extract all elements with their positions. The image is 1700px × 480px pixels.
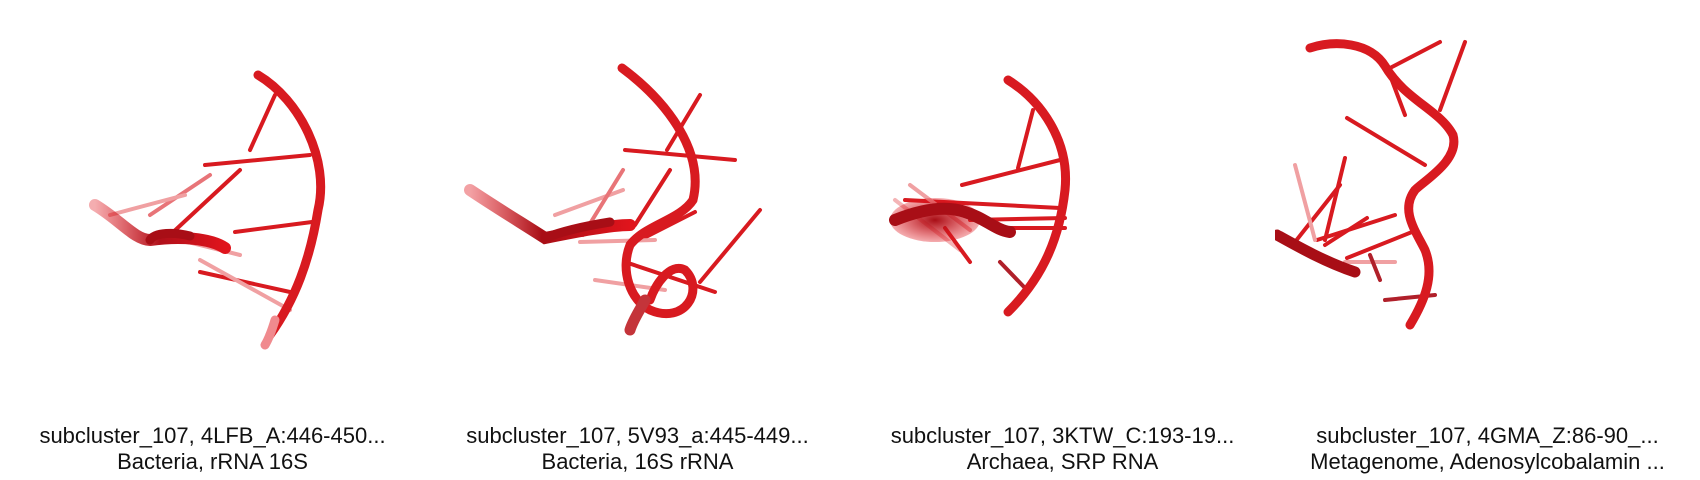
structure-caption-1: subcluster_107, 4LFB_A:446-450... Bacter… xyxy=(0,423,425,475)
structure-title-1: subcluster_107, 4LFB_A:446-450... xyxy=(39,423,386,448)
structure-panel-4: subcluster_107, 4GMA_Z:86-90_... Metagen… xyxy=(1275,0,1700,480)
structure-title-4: subcluster_107, 4GMA_Z:86-90_... xyxy=(1316,423,1659,448)
structure-subtitle-4: Metagenome, Adenosylcobalamin ... xyxy=(1310,449,1665,474)
structure-panel-2: subcluster_107, 5V93_a:445-449... Bacter… xyxy=(425,0,850,480)
rna-structure-image-1 xyxy=(89,70,326,350)
rna-structure-image-2 xyxy=(464,63,762,336)
structure-subtitle-1: Bacteria, rRNA 16S xyxy=(117,449,308,474)
structure-caption-3: subcluster_107, 3KTW_C:193-19... Archaea… xyxy=(850,423,1275,475)
structure-panel-3: subcluster_107, 3KTW_C:193-19... Archaea… xyxy=(850,0,1275,480)
structure-panel-1: subcluster_107, 4LFB_A:446-450... Bacter… xyxy=(0,0,425,480)
structure-subtitle-2: Bacteria, 16S rRNA xyxy=(541,449,734,474)
structure-title-3: subcluster_107, 3KTW_C:193-19... xyxy=(890,423,1235,448)
structure-caption-2: subcluster_107, 5V93_a:445-449... Bacter… xyxy=(425,423,850,475)
structure-subtitle-3: Archaea, SRP RNA xyxy=(966,449,1159,474)
structure-caption-4: subcluster_107, 4GMA_Z:86-90_... Metagen… xyxy=(1275,423,1700,475)
rna-structure-image-4 xyxy=(1275,39,1467,330)
structure-title-2: subcluster_107, 5V93_a:445-449... xyxy=(466,423,809,448)
rna-structure-image-3 xyxy=(889,75,1071,317)
